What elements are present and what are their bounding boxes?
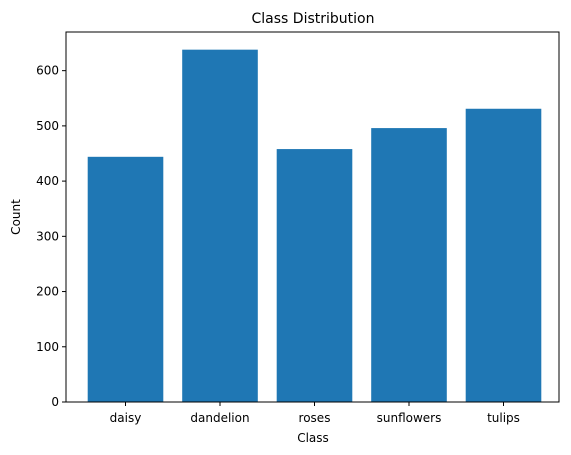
x-axis-ticks: daisy dandelion roses sunflowers tulips — [110, 402, 520, 425]
x-tick-label: daisy — [110, 411, 142, 425]
x-tick-label: dandelion — [190, 411, 249, 425]
y-axis-ticks: 0 100 200 300 400 500 600 — [36, 64, 66, 409]
plot-frame — [65, 31, 560, 403]
y-tick-label: 400 — [36, 174, 59, 188]
y-tick-label: 0 — [51, 395, 59, 409]
x-tick-label: tulips — [487, 411, 520, 425]
bar-tulips — [465, 108, 542, 402]
y-tick-label: 100 — [36, 340, 59, 354]
x-tick-label: roses — [299, 411, 331, 425]
bar-roses — [276, 149, 353, 402]
x-tick-label: sunflowers — [377, 411, 442, 425]
chart-title: Class Distribution — [252, 11, 375, 27]
y-axis-label: Count — [9, 199, 23, 235]
y-tick-label: 500 — [36, 119, 59, 133]
bars — [87, 49, 542, 403]
bar-dandelion — [182, 49, 258, 403]
bar-daisy — [87, 156, 164, 402]
bar-sunflowers — [371, 128, 447, 402]
y-tick-label: 200 — [36, 285, 59, 299]
y-tick-label: 600 — [36, 64, 59, 78]
x-axis-label: Class — [297, 431, 329, 445]
y-tick-label: 300 — [36, 229, 59, 243]
